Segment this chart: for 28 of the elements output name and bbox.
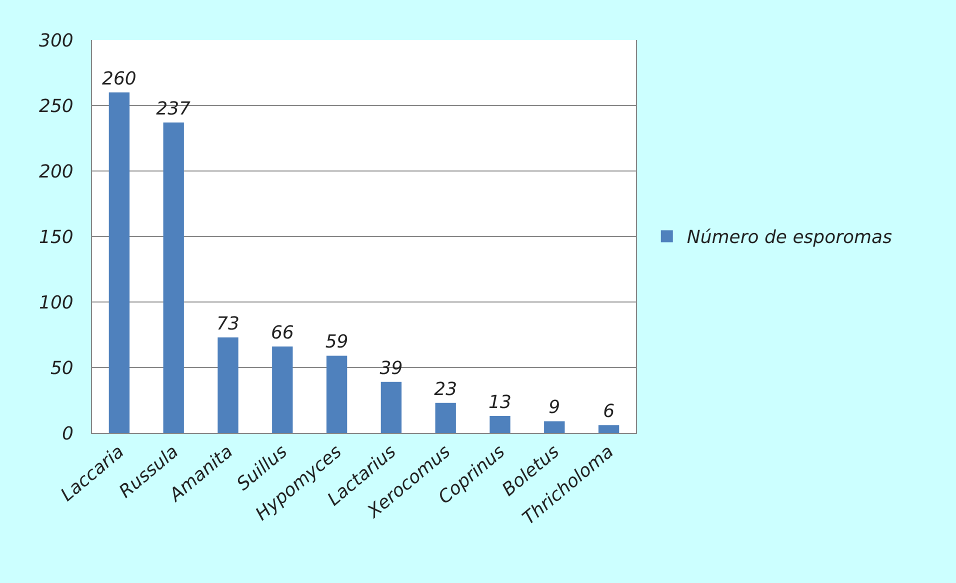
data-label: 9 xyxy=(548,397,560,418)
legend-label: Número de esporomas xyxy=(686,227,892,248)
bar xyxy=(598,425,620,433)
y-tick-label: 200 xyxy=(39,161,74,182)
data-label: 13 xyxy=(488,392,512,413)
bar xyxy=(490,416,510,433)
bar xyxy=(435,402,456,433)
y-tick-label: 50 xyxy=(50,358,74,379)
bar xyxy=(544,421,565,433)
data-label: 59 xyxy=(325,332,348,353)
y-tick-label: 0 xyxy=(62,423,74,444)
data-label: 23 xyxy=(434,378,458,400)
y-tick-label: 300 xyxy=(39,30,74,52)
data-label: 66 xyxy=(270,322,294,344)
data-label: 260 xyxy=(102,68,136,90)
y-tick-label: 250 xyxy=(39,96,74,117)
data-label: 6 xyxy=(603,401,615,422)
bar xyxy=(326,356,348,433)
bar xyxy=(108,92,130,433)
y-tick-label: 100 xyxy=(39,292,74,314)
data-label: 39 xyxy=(380,358,403,379)
bar xyxy=(272,346,293,433)
data-label: 237 xyxy=(156,98,192,120)
y-tick-label: 150 xyxy=(39,226,74,248)
data-label: 73 xyxy=(216,313,240,334)
bar xyxy=(380,382,402,433)
bar xyxy=(163,122,184,433)
bar xyxy=(218,337,238,433)
